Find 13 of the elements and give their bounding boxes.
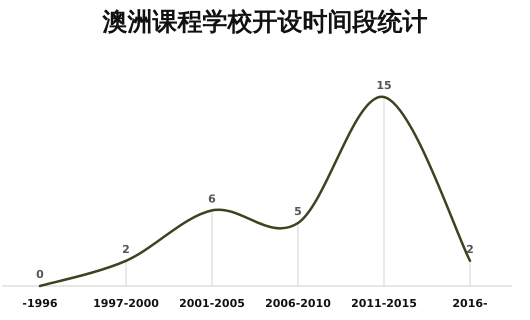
x-tick-label: 2011-2015 xyxy=(351,297,417,310)
data-label: 15 xyxy=(376,79,392,92)
x-tick-label: 2006-2010 xyxy=(265,297,332,310)
x-tick-label: -1996 xyxy=(22,297,58,310)
chart-title: 澳洲课程学校开设时间段统计 xyxy=(102,7,428,36)
data-label: 2 xyxy=(466,242,474,256)
x-tick-label: 1997-2000 xyxy=(93,297,160,310)
x-tick-label: 2016- xyxy=(452,297,488,310)
data-label: 0 xyxy=(36,268,44,281)
x-tick-label: 2001-2005 xyxy=(179,297,245,310)
data-label: 6 xyxy=(208,192,216,206)
data-label: 2 xyxy=(122,242,130,256)
data-label: 5 xyxy=(294,205,302,218)
